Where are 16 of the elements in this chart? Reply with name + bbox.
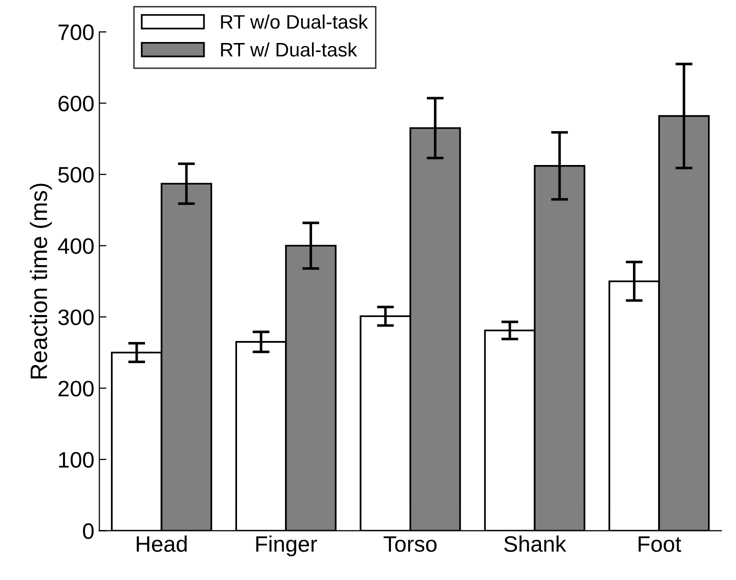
x-tick-label: Foot [638, 536, 682, 552]
x-tick-label: Torso [384, 536, 437, 552]
y-tick-label: 200 [58, 380, 94, 396]
y-tick-label: 100 [59, 452, 94, 468]
x-tick-label: Shank [504, 536, 566, 552]
y-tick-label: 500 [58, 166, 94, 183]
y-tick-label: 400 [58, 238, 94, 254]
y-tick-label: 0 [83, 523, 94, 539]
x-tick-label: Finger [256, 536, 318, 556]
legend-label: RT w/ Dual-task [221, 42, 358, 57]
y-axis-title: Reaction time (ms) [30, 184, 52, 378]
x-tick-label: Head [136, 536, 187, 552]
y-tick-label: 600 [58, 96, 94, 112]
legend-label: RT w/o Dual-task [221, 14, 368, 29]
y-tick-label: 300 [58, 309, 94, 326]
y-tick-label: 700 [58, 24, 94, 40]
